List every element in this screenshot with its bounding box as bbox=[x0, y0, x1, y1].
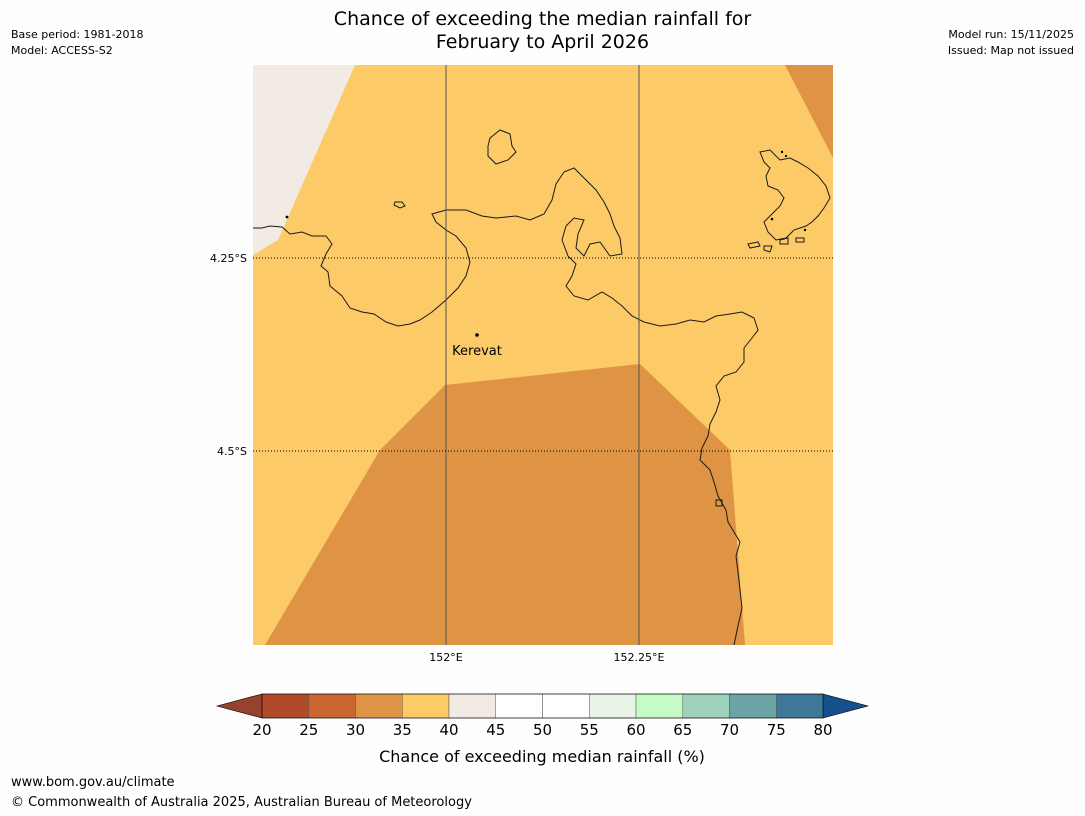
kerevat-label: Kerevat bbox=[452, 344, 502, 359]
colorbar-over-arrow bbox=[822, 693, 870, 719]
colorbar-tick-label: 40 bbox=[439, 721, 458, 739]
lon-label-152: 152°E bbox=[429, 651, 462, 664]
colorbar-swatch bbox=[635, 693, 683, 719]
small-islets bbox=[285, 150, 807, 232]
colorbar-tick-label: 70 bbox=[720, 721, 739, 739]
lat-label-4-5: 4.5°S bbox=[217, 445, 247, 458]
colorbar-swatch bbox=[448, 693, 496, 719]
colorbar-tick-label: 80 bbox=[813, 721, 832, 739]
colorbar-tick-label: 30 bbox=[346, 721, 365, 739]
model-run: Model run: 15/11/2025 bbox=[948, 28, 1074, 41]
colorbar-tick-label: 50 bbox=[533, 721, 552, 739]
lon-label-152-25: 152.25°E bbox=[614, 651, 665, 664]
colorbar-swatch bbox=[776, 693, 824, 719]
colorbar-tick-label: 20 bbox=[252, 721, 271, 739]
footer-url[interactable]: www.bom.gov.au/climate bbox=[11, 775, 175, 790]
colorbar-label: Chance of exceeding median rainfall (%) bbox=[379, 747, 705, 766]
colorbar-tick-label: 65 bbox=[673, 721, 692, 739]
footer-copyright: © Commonwealth of Australia 2025, Austra… bbox=[11, 795, 472, 810]
map-title: Chance of exceeding the median rainfall … bbox=[0, 8, 1085, 54]
colorbar-tick-label: 55 bbox=[580, 721, 599, 739]
title-line-1: Chance of exceeding the median rainfall … bbox=[333, 8, 752, 30]
colorbar-swatch bbox=[308, 693, 356, 719]
model-name: Model: ACCESS-S2 bbox=[11, 44, 113, 57]
colorbar-tick-label: 60 bbox=[626, 721, 645, 739]
colorbar-swatch bbox=[495, 693, 543, 719]
kerevat-marker bbox=[475, 333, 479, 337]
region-30-35-ne bbox=[785, 65, 833, 158]
region-30-35-south bbox=[265, 364, 745, 645]
colorbar-under-arrow bbox=[215, 693, 263, 719]
colorbar: 20 25 30 35 40 45 50 55 60 65 70 75 80 bbox=[215, 693, 870, 739]
region-40-45 bbox=[253, 65, 355, 255]
colorbar-tick-label: 25 bbox=[299, 721, 318, 739]
issued-status: Issued: Map not issued bbox=[947, 44, 1074, 57]
colorbar-swatch bbox=[261, 693, 309, 719]
title-line-2: February to April 2026 bbox=[435, 31, 650, 53]
map-area: Kerevat bbox=[253, 65, 833, 645]
colorbar-swatch bbox=[402, 693, 450, 719]
base-period: Base period: 1981-2018 bbox=[11, 28, 144, 41]
colorbar-tick-label: 45 bbox=[486, 721, 505, 739]
lat-label-4-25: 4.25°S bbox=[210, 252, 247, 265]
meta-left: Base period: 1981-2018 Model: ACCESS-S2 bbox=[11, 27, 143, 59]
colorbar-tick-label: 75 bbox=[767, 721, 786, 739]
colorbar-swatch bbox=[355, 693, 403, 719]
colorbar-swatch bbox=[542, 693, 590, 719]
colorbar-swatch bbox=[589, 693, 637, 719]
colorbar-swatch bbox=[682, 693, 730, 719]
colorbar-outline bbox=[261, 693, 824, 719]
meta-right: Model run: 15/11/2025 Issued: Map not is… bbox=[948, 27, 1074, 59]
coastline bbox=[253, 129, 831, 645]
colorbar-tick-label: 35 bbox=[393, 721, 412, 739]
colorbar-swatch bbox=[729, 693, 777, 719]
